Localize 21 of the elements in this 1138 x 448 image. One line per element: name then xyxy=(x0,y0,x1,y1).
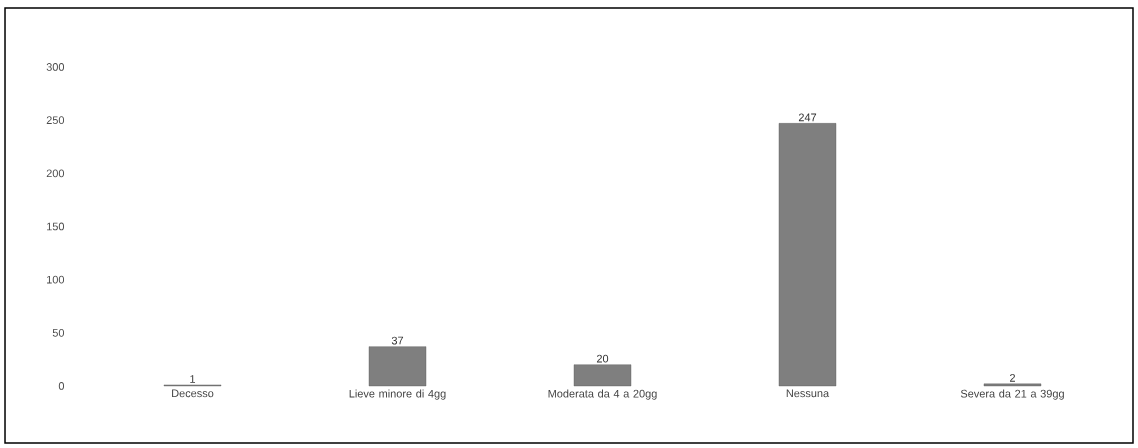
data-label: 1 xyxy=(190,375,196,383)
x-tick-label: Nessuna xyxy=(786,389,830,398)
x-tick-label: Severa da 21 a 39gg xyxy=(960,389,1064,400)
y-tick-label: 250 xyxy=(46,116,65,125)
data-label: 247 xyxy=(798,113,817,122)
y-tick-label: 50 xyxy=(52,328,65,337)
y-tick-label: 300 xyxy=(46,63,65,71)
bar xyxy=(983,383,1042,387)
x-tick-label: Moderata da 4 a 20gg xyxy=(548,389,657,400)
y-tick-label: 100 xyxy=(47,275,65,284)
bar xyxy=(778,123,837,387)
x-tick-label: Lieve minore di 4gg xyxy=(349,389,446,400)
y-tick-label: 0 xyxy=(58,382,65,390)
y-tick-label: 200 xyxy=(46,169,65,178)
data-label: 2 xyxy=(1009,374,1015,382)
bar xyxy=(573,364,632,387)
y-tick-label: 150 xyxy=(47,222,65,231)
bar xyxy=(368,346,427,387)
data-label: 20 xyxy=(596,354,609,363)
x-tick-label: Decesso xyxy=(172,389,214,398)
data-label: 37 xyxy=(391,336,404,345)
